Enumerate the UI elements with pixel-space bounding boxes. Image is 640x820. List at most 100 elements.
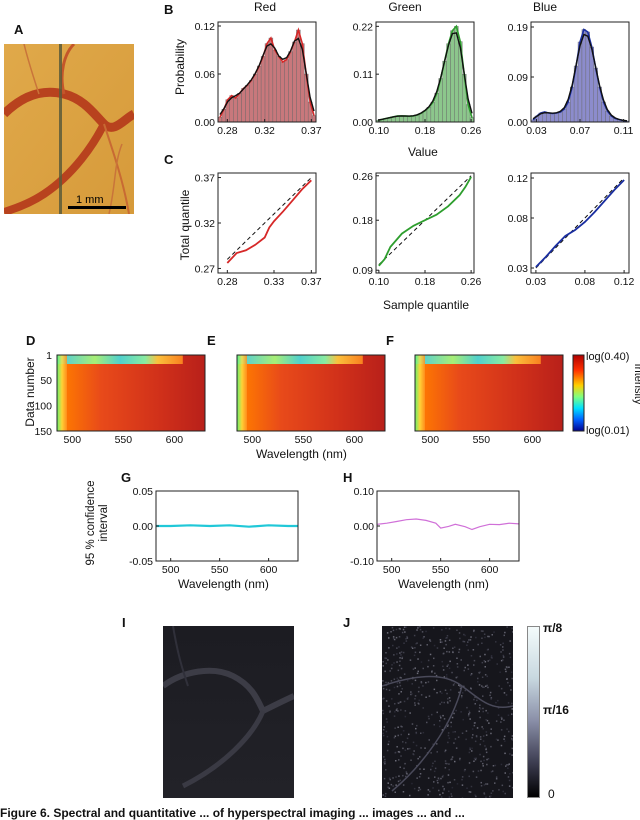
image-j-speckle bbox=[398, 693, 400, 695]
image-j-speckle bbox=[474, 722, 476, 724]
image-j-speckle bbox=[384, 726, 386, 728]
image-j-speckle bbox=[480, 770, 482, 772]
image-j-speckle bbox=[440, 641, 442, 643]
image-j-speckle bbox=[416, 733, 418, 735]
image-j-speckle bbox=[488, 722, 490, 724]
image-j-speckle bbox=[423, 769, 425, 771]
image-j-speckle bbox=[469, 711, 471, 713]
image-j-speckle bbox=[429, 695, 431, 697]
image-j-speckle bbox=[480, 656, 482, 658]
image-j-speckle bbox=[406, 636, 408, 638]
image-j-speckle bbox=[449, 782, 451, 784]
image-j-speckle bbox=[428, 660, 430, 662]
image-j-speckle bbox=[466, 730, 468, 732]
image-j-speckle bbox=[403, 643, 405, 645]
image-j-speckle bbox=[453, 684, 455, 686]
image-j-speckle bbox=[506, 626, 508, 628]
image-j-speckle bbox=[454, 779, 456, 781]
image-j-speckle bbox=[466, 788, 468, 790]
image-j-speckle bbox=[469, 776, 471, 778]
C-blue-xtick-label: 0.08 bbox=[575, 276, 596, 288]
image-j-speckle bbox=[394, 737, 396, 739]
B-red-xtick-label: 0.37 bbox=[301, 125, 322, 137]
G-xtick-label: 550 bbox=[211, 564, 229, 576]
image-j-speckle bbox=[484, 654, 486, 656]
image-j-speckle bbox=[507, 682, 509, 684]
H-ytick-label: -0.10 bbox=[350, 556, 374, 568]
image-j-speckle bbox=[405, 750, 407, 752]
image-j-speckle bbox=[430, 641, 432, 643]
C-red-quantile-line bbox=[227, 180, 311, 263]
image-j-speckle bbox=[432, 763, 434, 765]
image-j-speckle bbox=[403, 730, 405, 732]
image-j-speckle bbox=[454, 731, 456, 733]
B-blue-ytick-label: 0.19 bbox=[508, 22, 529, 34]
image-j-speckle bbox=[415, 728, 417, 730]
image-j-speckle bbox=[405, 710, 407, 712]
image-j-speckle bbox=[508, 715, 510, 717]
image-j-speckle bbox=[479, 705, 481, 707]
image-j-speckle bbox=[509, 780, 511, 782]
image-j-speckle bbox=[432, 765, 434, 767]
image-j-speckle bbox=[501, 729, 503, 731]
image-j-speckle bbox=[469, 791, 471, 793]
image-j-speckle bbox=[508, 667, 510, 669]
image-j-speckle bbox=[485, 797, 487, 799]
C-green-ytick-label: 0.26 bbox=[353, 171, 374, 183]
image-j-speckle bbox=[506, 667, 508, 669]
panel-label-j: J bbox=[343, 615, 350, 630]
image-j-speckle bbox=[487, 676, 489, 678]
image-j-speckle bbox=[414, 647, 416, 649]
image-j-speckle bbox=[396, 629, 398, 631]
image-j-speckle bbox=[382, 661, 384, 663]
B-red-bar bbox=[249, 80, 253, 122]
image-j-speckle bbox=[499, 672, 501, 674]
image-j-speckle bbox=[439, 794, 441, 796]
image-j-speckle bbox=[400, 685, 402, 687]
image-j-speckle bbox=[404, 673, 406, 675]
image-j-speckle bbox=[423, 636, 425, 638]
image-j-speckle bbox=[451, 726, 453, 728]
image-j-speckle bbox=[447, 724, 449, 726]
image-j-speckle bbox=[394, 727, 396, 729]
image-j-speckle bbox=[415, 680, 417, 682]
image-j-speckle bbox=[485, 674, 487, 676]
image-j-speckle bbox=[503, 720, 505, 722]
image-j-speckle bbox=[398, 670, 400, 672]
image-j-speckle bbox=[479, 711, 481, 713]
image-j-speckle bbox=[509, 653, 511, 655]
image-j-speckle bbox=[397, 686, 399, 688]
image-j-speckle bbox=[448, 774, 450, 776]
image-j-speckle bbox=[385, 682, 387, 684]
image-j-speckle bbox=[441, 629, 443, 631]
heatmap-E-body bbox=[237, 355, 385, 431]
image-j-speckle bbox=[490, 733, 492, 735]
image-j-speckle bbox=[502, 643, 504, 645]
image-j-speckle bbox=[414, 704, 416, 706]
heatmap-E-xtick-label: 550 bbox=[295, 434, 313, 446]
C-green-quantile-line bbox=[379, 177, 471, 266]
image-j-speckle bbox=[411, 783, 413, 785]
image-j-speckle bbox=[388, 741, 390, 743]
image-j-speckle bbox=[452, 717, 454, 719]
C-red-ytick-label: 0.32 bbox=[195, 218, 216, 230]
image-j-speckle bbox=[428, 789, 430, 791]
image-j-speckle bbox=[401, 734, 403, 736]
image-j-speckle bbox=[455, 710, 457, 712]
image-j-speckle bbox=[385, 793, 387, 795]
image-j-speckle bbox=[452, 648, 454, 650]
image-j-speckle bbox=[453, 742, 455, 744]
B-green-xtick-label: 0.26 bbox=[461, 125, 482, 137]
image-j-speckle bbox=[479, 672, 481, 674]
image-j-speckle bbox=[511, 628, 513, 630]
image-j-speckle bbox=[395, 760, 397, 762]
image-j-speckle bbox=[448, 735, 450, 737]
image-j-speckle bbox=[452, 731, 454, 733]
image-j-speckle bbox=[401, 658, 403, 660]
image-j-speckle bbox=[448, 791, 450, 793]
B-green-ytick-label: 0.22 bbox=[353, 21, 374, 33]
xlabel-wavelength-g: Wavelength (nm) bbox=[178, 577, 269, 591]
heatmap-F-xtick-label: 500 bbox=[422, 434, 440, 446]
image-j-speckle bbox=[506, 694, 508, 696]
image-j-speckle bbox=[395, 784, 397, 786]
